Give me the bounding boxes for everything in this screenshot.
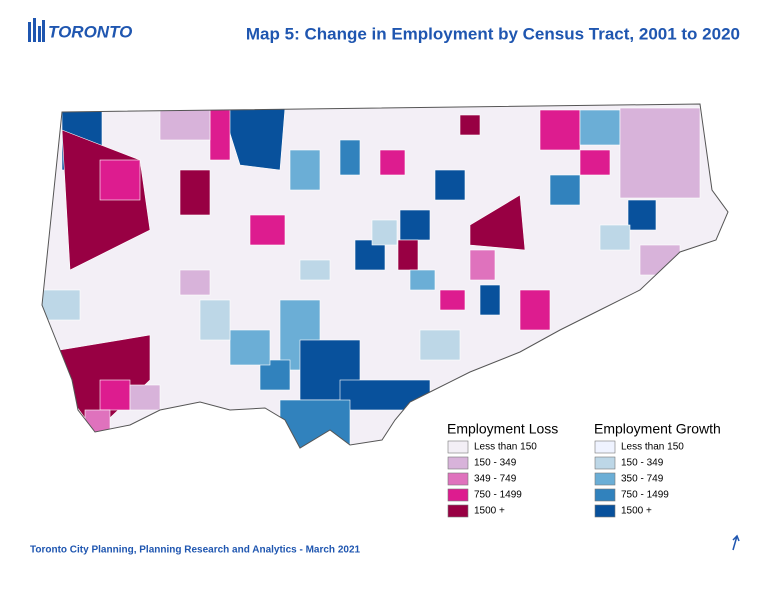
legend-swatch	[594, 504, 616, 518]
north-arrow	[732, 534, 740, 551]
legend-label: 750 - 1499	[621, 490, 669, 501]
map	[41, 103, 729, 449]
legend: Employment Loss Less than 150 150 - 349 349…	[447, 421, 721, 518]
legend-label: 150 - 349	[621, 458, 664, 469]
legend-label: Less than 150	[621, 442, 684, 453]
legend-swatch	[447, 440, 469, 454]
legend-swatch	[447, 504, 469, 518]
legend-label: 750 - 1499	[474, 490, 522, 501]
legend-swatch	[594, 488, 616, 502]
legend-label: 150 - 349	[474, 458, 517, 469]
legend-swatch	[447, 456, 469, 470]
legend-swatch	[447, 472, 469, 486]
legend-label: 1500 +	[621, 506, 652, 517]
legend-label: 1500 +	[474, 506, 505, 517]
legend-title: Employment Growth	[594, 421, 721, 437]
legend-label: 350 - 749	[621, 474, 664, 485]
logo: TORONTO	[28, 18, 132, 42]
legend-swatch	[447, 488, 469, 502]
logo-text: TORONTO	[48, 22, 132, 41]
legend-swatch	[594, 456, 616, 470]
legend-title: Employment Loss	[447, 421, 558, 437]
legend-label: Less than 150	[474, 442, 537, 453]
legend-swatch	[594, 472, 616, 486]
legend-swatch	[594, 440, 616, 454]
legend-label: 349 - 749	[474, 474, 517, 485]
title: Map 5: Change in Employment by Census Tr…	[246, 24, 740, 43]
footer: Toronto City Planning, Planning Research…	[30, 545, 361, 556]
